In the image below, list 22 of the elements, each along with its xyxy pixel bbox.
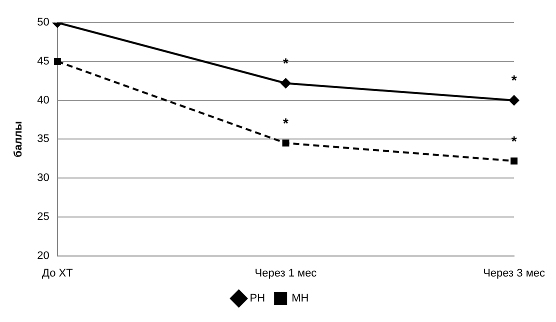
- annotation: *: [511, 132, 518, 149]
- y-tick-label: 45: [37, 56, 50, 68]
- annotation: *: [283, 114, 290, 131]
- x-tick-label: Через 1 мес: [254, 267, 318, 280]
- y-tick-label: 35: [37, 133, 50, 146]
- y-tick-label: 40: [37, 94, 50, 106]
- point: [509, 95, 520, 106]
- point: [510, 157, 518, 164]
- point: [280, 78, 291, 88]
- x-tick-label: До ХТ: [42, 267, 74, 280]
- y-tick-label: 30: [37, 172, 50, 184]
- y-axis-title: баллы: [12, 121, 25, 158]
- legend-label: МН: [292, 292, 309, 305]
- y-tick-label: 50: [37, 16, 50, 29]
- annotation: *: [283, 55, 290, 72]
- x-tick-label: Через 3 мес: [483, 267, 546, 280]
- point: [54, 58, 61, 65]
- annotation: *: [511, 72, 518, 88]
- legend-label: РН: [250, 292, 266, 305]
- y-tick-label: 20: [37, 250, 50, 262]
- point: [282, 140, 290, 147]
- y-tick-label: 25: [37, 210, 50, 223]
